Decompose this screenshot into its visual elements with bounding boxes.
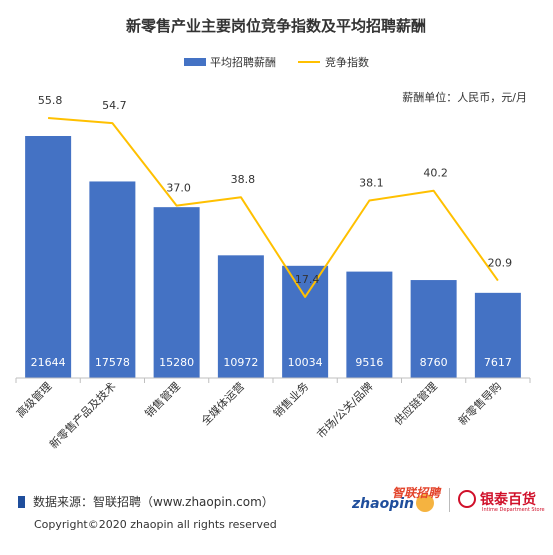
- salary-bar-value: 8760: [420, 356, 448, 369]
- zhaopin-logo-latin: zhaopin: [352, 496, 414, 512]
- competition-index-value: 40.2: [423, 167, 448, 180]
- competition-index-value: 37.0: [166, 182, 191, 195]
- yintai-logo-en: Intime Department Store: [482, 507, 545, 513]
- footer: 数据来源：智联招聘（www.zhaopin.com） 智联招聘 zhaopin …: [0, 484, 553, 524]
- salary-bar: [89, 181, 136, 378]
- line-value-labels: 55.8 54.7 37.0 38.8 17.4 38.1 40.2 20.9: [38, 94, 512, 286]
- competition-index-line: [48, 117, 499, 298]
- yintai-logo: 银泰百货 Intime Department Store: [458, 486, 545, 516]
- category-label: 销售管理: [142, 379, 183, 420]
- zhaopin-logo: 智联招聘 zhaopin: [352, 486, 444, 516]
- zhaopin-logo-dot-icon: [416, 494, 434, 512]
- salary-bar: [410, 280, 457, 378]
- unit-note: 薪酬单位：人民币，元/月: [402, 90, 527, 104]
- category-label: 新零售导购: [455, 379, 504, 428]
- category-label: 市场/公关/品牌: [314, 379, 376, 441]
- category-label: 新零售产品及技术: [46, 379, 118, 451]
- salary-bar-value: 15280: [159, 356, 194, 369]
- competition-index-value: 38.8: [231, 173, 256, 186]
- salary-bar-value: 10034: [288, 356, 323, 369]
- legend-bar-swatch: [184, 58, 206, 66]
- competition-index-value: 55.8: [38, 94, 63, 107]
- competition-index-value: 17.4: [295, 273, 320, 286]
- bar-series: [25, 136, 521, 378]
- salary-bar: [25, 136, 72, 378]
- category-label: 供应链管理: [391, 379, 440, 428]
- competition-index-value: 54.7: [102, 99, 127, 112]
- yintai-logo-cn: 银泰百货: [480, 492, 536, 508]
- salary-bar: [346, 271, 393, 378]
- yintai-logo-ring-icon: [458, 490, 476, 508]
- chart-title: 新零售产业主要岗位竞争指数及平均招聘薪酬: [126, 17, 426, 35]
- salary-bar: [474, 292, 521, 378]
- salary-bar: [217, 255, 264, 378]
- legend: 平均招聘薪酬 竞争指数: [184, 55, 369, 69]
- competition-index-value: 20.9: [488, 257, 513, 270]
- salary-bar: [282, 265, 329, 378]
- data-source: 数据来源：智联招聘（www.zhaopin.com）: [18, 493, 274, 510]
- x-axis-ticks: [15, 378, 531, 383]
- salary-bar-value: 9516: [355, 356, 383, 369]
- data-source-text: 数据来源：智联招聘（www.zhaopin.com）: [33, 495, 274, 509]
- zhaopin-logo-cn: 智联招聘: [392, 486, 441, 500]
- legend-line-label: 竞争指数: [325, 55, 369, 69]
- chart-canvas: 新零售产业主要岗位竞争指数及平均招聘薪酬 平均招聘薪酬 竞争指数 薪酬单位：人民…: [13, 17, 531, 451]
- bar-value-labels: 21644 17578 15280 10972 10034 9516 8760 7617: [31, 356, 512, 369]
- salary-bar-value: 17578: [95, 356, 130, 369]
- legend-bar-label: 平均招聘薪酬: [210, 55, 276, 69]
- copyright: Copyright©2020 zhaopin all rights reserv…: [34, 518, 277, 531]
- category-label: 销售业务: [270, 379, 311, 420]
- category-label: 高级管理: [13, 379, 54, 420]
- salary-bar: [153, 207, 200, 378]
- salary-bar-value: 21644: [31, 356, 66, 369]
- source-marker-icon: [18, 495, 25, 508]
- competition-index-value: 38.1: [359, 176, 384, 189]
- salary-bar-value: 7617: [484, 356, 512, 369]
- category-label: 全媒体运营: [198, 379, 247, 428]
- logo-divider: [449, 488, 450, 512]
- salary-bar-value: 10972: [223, 356, 258, 369]
